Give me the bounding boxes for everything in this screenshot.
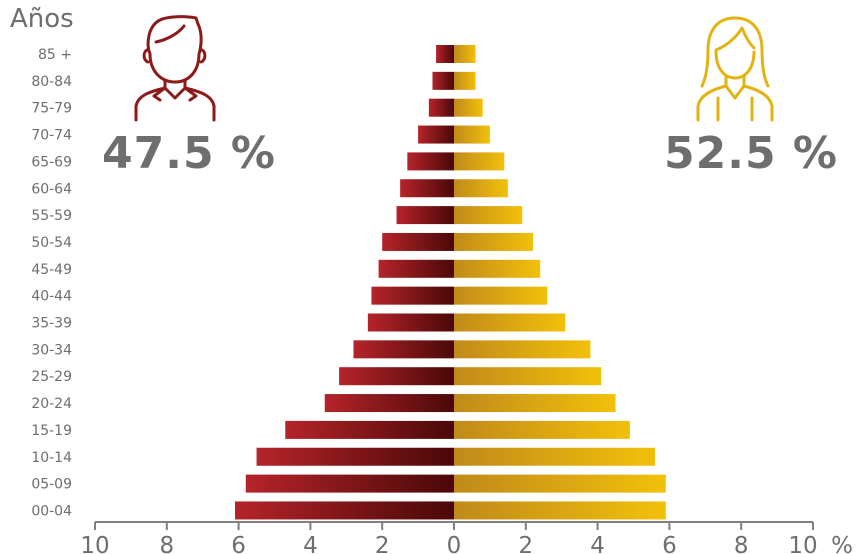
x-tick-label: 10 xyxy=(788,533,817,554)
age-group-label: 05-09 xyxy=(31,477,72,493)
x-tick-label: 6 xyxy=(231,533,246,554)
bars-group xyxy=(235,45,666,520)
bar-female xyxy=(454,45,476,63)
bar-male xyxy=(428,98,454,117)
bar-female xyxy=(454,501,666,520)
bar-female xyxy=(454,447,656,466)
age-group-label: 60-64 xyxy=(31,181,72,197)
bar-female xyxy=(454,125,490,144)
bar-female xyxy=(454,474,666,493)
age-group-label: 70-74 xyxy=(31,128,72,144)
age-group-label: 00-04 xyxy=(31,503,72,519)
bar-male xyxy=(235,501,454,520)
female-person-icon xyxy=(696,16,774,122)
bar-male xyxy=(285,420,454,439)
bar-male xyxy=(407,152,454,171)
age-group-label: 85 + xyxy=(38,47,72,63)
y-axis-title: Años xyxy=(10,4,74,34)
x-tick-label: 8 xyxy=(159,533,174,554)
bar-female xyxy=(454,179,508,198)
age-group-label: 10-14 xyxy=(31,450,72,466)
x-tick-label: 10 xyxy=(80,533,109,554)
bar-female xyxy=(454,313,566,332)
male-total-percentage: 47.5 % xyxy=(102,128,276,179)
bar-female xyxy=(454,98,483,117)
bar-male xyxy=(432,71,454,90)
age-group-label: 20-24 xyxy=(31,396,72,412)
x-tick-label: 4 xyxy=(303,533,318,554)
age-group-label: 30-34 xyxy=(31,342,72,358)
bar-male xyxy=(378,259,454,278)
bar-male xyxy=(436,45,454,63)
age-group-label: 40-44 xyxy=(31,289,72,305)
x-tick-label: 0 xyxy=(447,533,462,554)
bar-male xyxy=(256,447,454,466)
bar-male xyxy=(371,286,454,305)
male-person-icon xyxy=(134,15,216,122)
age-group-label: 15-19 xyxy=(31,423,72,439)
x-axis: 10 8 6 4 2 0 2 4 6 8 10% xyxy=(80,521,853,554)
bar-female xyxy=(454,259,541,278)
bar-female xyxy=(454,420,630,439)
bar-female xyxy=(454,394,616,413)
bar-male xyxy=(367,313,454,332)
age-group-label: 65-69 xyxy=(31,154,72,170)
age-group-label: 75-79 xyxy=(31,101,72,117)
age-group-label: 25-29 xyxy=(31,369,72,385)
bar-female xyxy=(454,71,476,90)
bar-male xyxy=(418,125,454,144)
age-group-label: 35-39 xyxy=(31,316,72,332)
x-tick-label: 6 xyxy=(662,533,677,554)
x-axis-unit-label: % xyxy=(831,533,853,554)
bar-female xyxy=(454,152,505,171)
age-group-label: 50-54 xyxy=(31,235,72,251)
bar-male xyxy=(400,179,454,198)
x-tick-label: 2 xyxy=(375,533,390,554)
age-group-label: 45-49 xyxy=(31,262,72,278)
female-total-percentage: 52.5 % xyxy=(664,128,838,179)
bar-male xyxy=(324,394,454,413)
age-group-label: 80-84 xyxy=(31,74,72,90)
bar-female xyxy=(454,232,533,251)
bar-female xyxy=(454,367,602,386)
bar-male xyxy=(245,474,454,493)
x-tick-label: 2 xyxy=(518,533,533,554)
bar-male xyxy=(339,367,454,386)
bar-female xyxy=(454,286,548,305)
x-tick-label: 8 xyxy=(734,533,749,554)
bar-male xyxy=(396,206,454,225)
bar-male xyxy=(382,232,454,251)
bar-female xyxy=(454,206,523,225)
age-group-label: 55-59 xyxy=(31,208,72,224)
bar-female xyxy=(454,340,591,359)
x-tick-label: 4 xyxy=(590,533,605,554)
bar-male xyxy=(353,340,454,359)
age-labels-group: 85 + 80-84 75-79 70-74 65-69 60-64 55-59 50-54 4… xyxy=(31,47,72,519)
